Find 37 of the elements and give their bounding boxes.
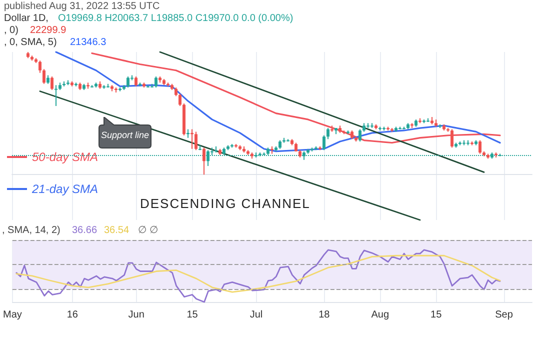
x-tick-label: Sep (495, 310, 514, 320)
x-tick-label: 18 (318, 310, 330, 320)
text: Dollar 1D, (4, 13, 48, 24)
candlestick (358, 128, 362, 142)
text: , 0) (4, 25, 18, 36)
text: 21346.3 (70, 37, 106, 48)
candlestick (322, 134, 326, 151)
x-tick-label: May (2, 310, 22, 320)
candlestick (178, 93, 182, 106)
text: 22299.9 (30, 25, 66, 36)
candlestick (202, 147, 206, 176)
candlestick (326, 128, 330, 140)
text: 36.54 (104, 225, 130, 236)
x-tick-label: Jul (250, 310, 263, 320)
candlestick (134, 76, 138, 87)
candlestick (50, 76, 54, 91)
text: published Aug 31, 2022 13:55 UTC (4, 1, 160, 12)
text: DESCENDING CHANNEL (140, 196, 310, 211)
text: 36.66 (72, 225, 98, 236)
x-tick-label: Jun (128, 310, 144, 320)
candlestick (194, 131, 198, 151)
annotation: Support line (101, 130, 150, 140)
candlestick (126, 76, 130, 88)
text: , 0, SMA, 5) (4, 37, 57, 48)
text: O19969.8 H20063.7 L19885.0 C19970.0 0.0 (0.00%) (58, 13, 294, 24)
text: , SMA, 14, 2) (2, 225, 60, 236)
candlestick (42, 68, 46, 84)
candlestick (478, 140, 482, 154)
x-tick-label: 15 (430, 310, 442, 320)
x-tick-label: Aug (371, 310, 390, 320)
candlestick (54, 84, 58, 106)
text: ∅ ∅ (138, 225, 158, 236)
x-tick-label: 16 (66, 310, 78, 320)
candlestick (154, 76, 158, 88)
candlestick (38, 60, 42, 74)
legend-label: 21-day SMA (31, 182, 98, 196)
x-tick-label: 15 (186, 310, 198, 320)
